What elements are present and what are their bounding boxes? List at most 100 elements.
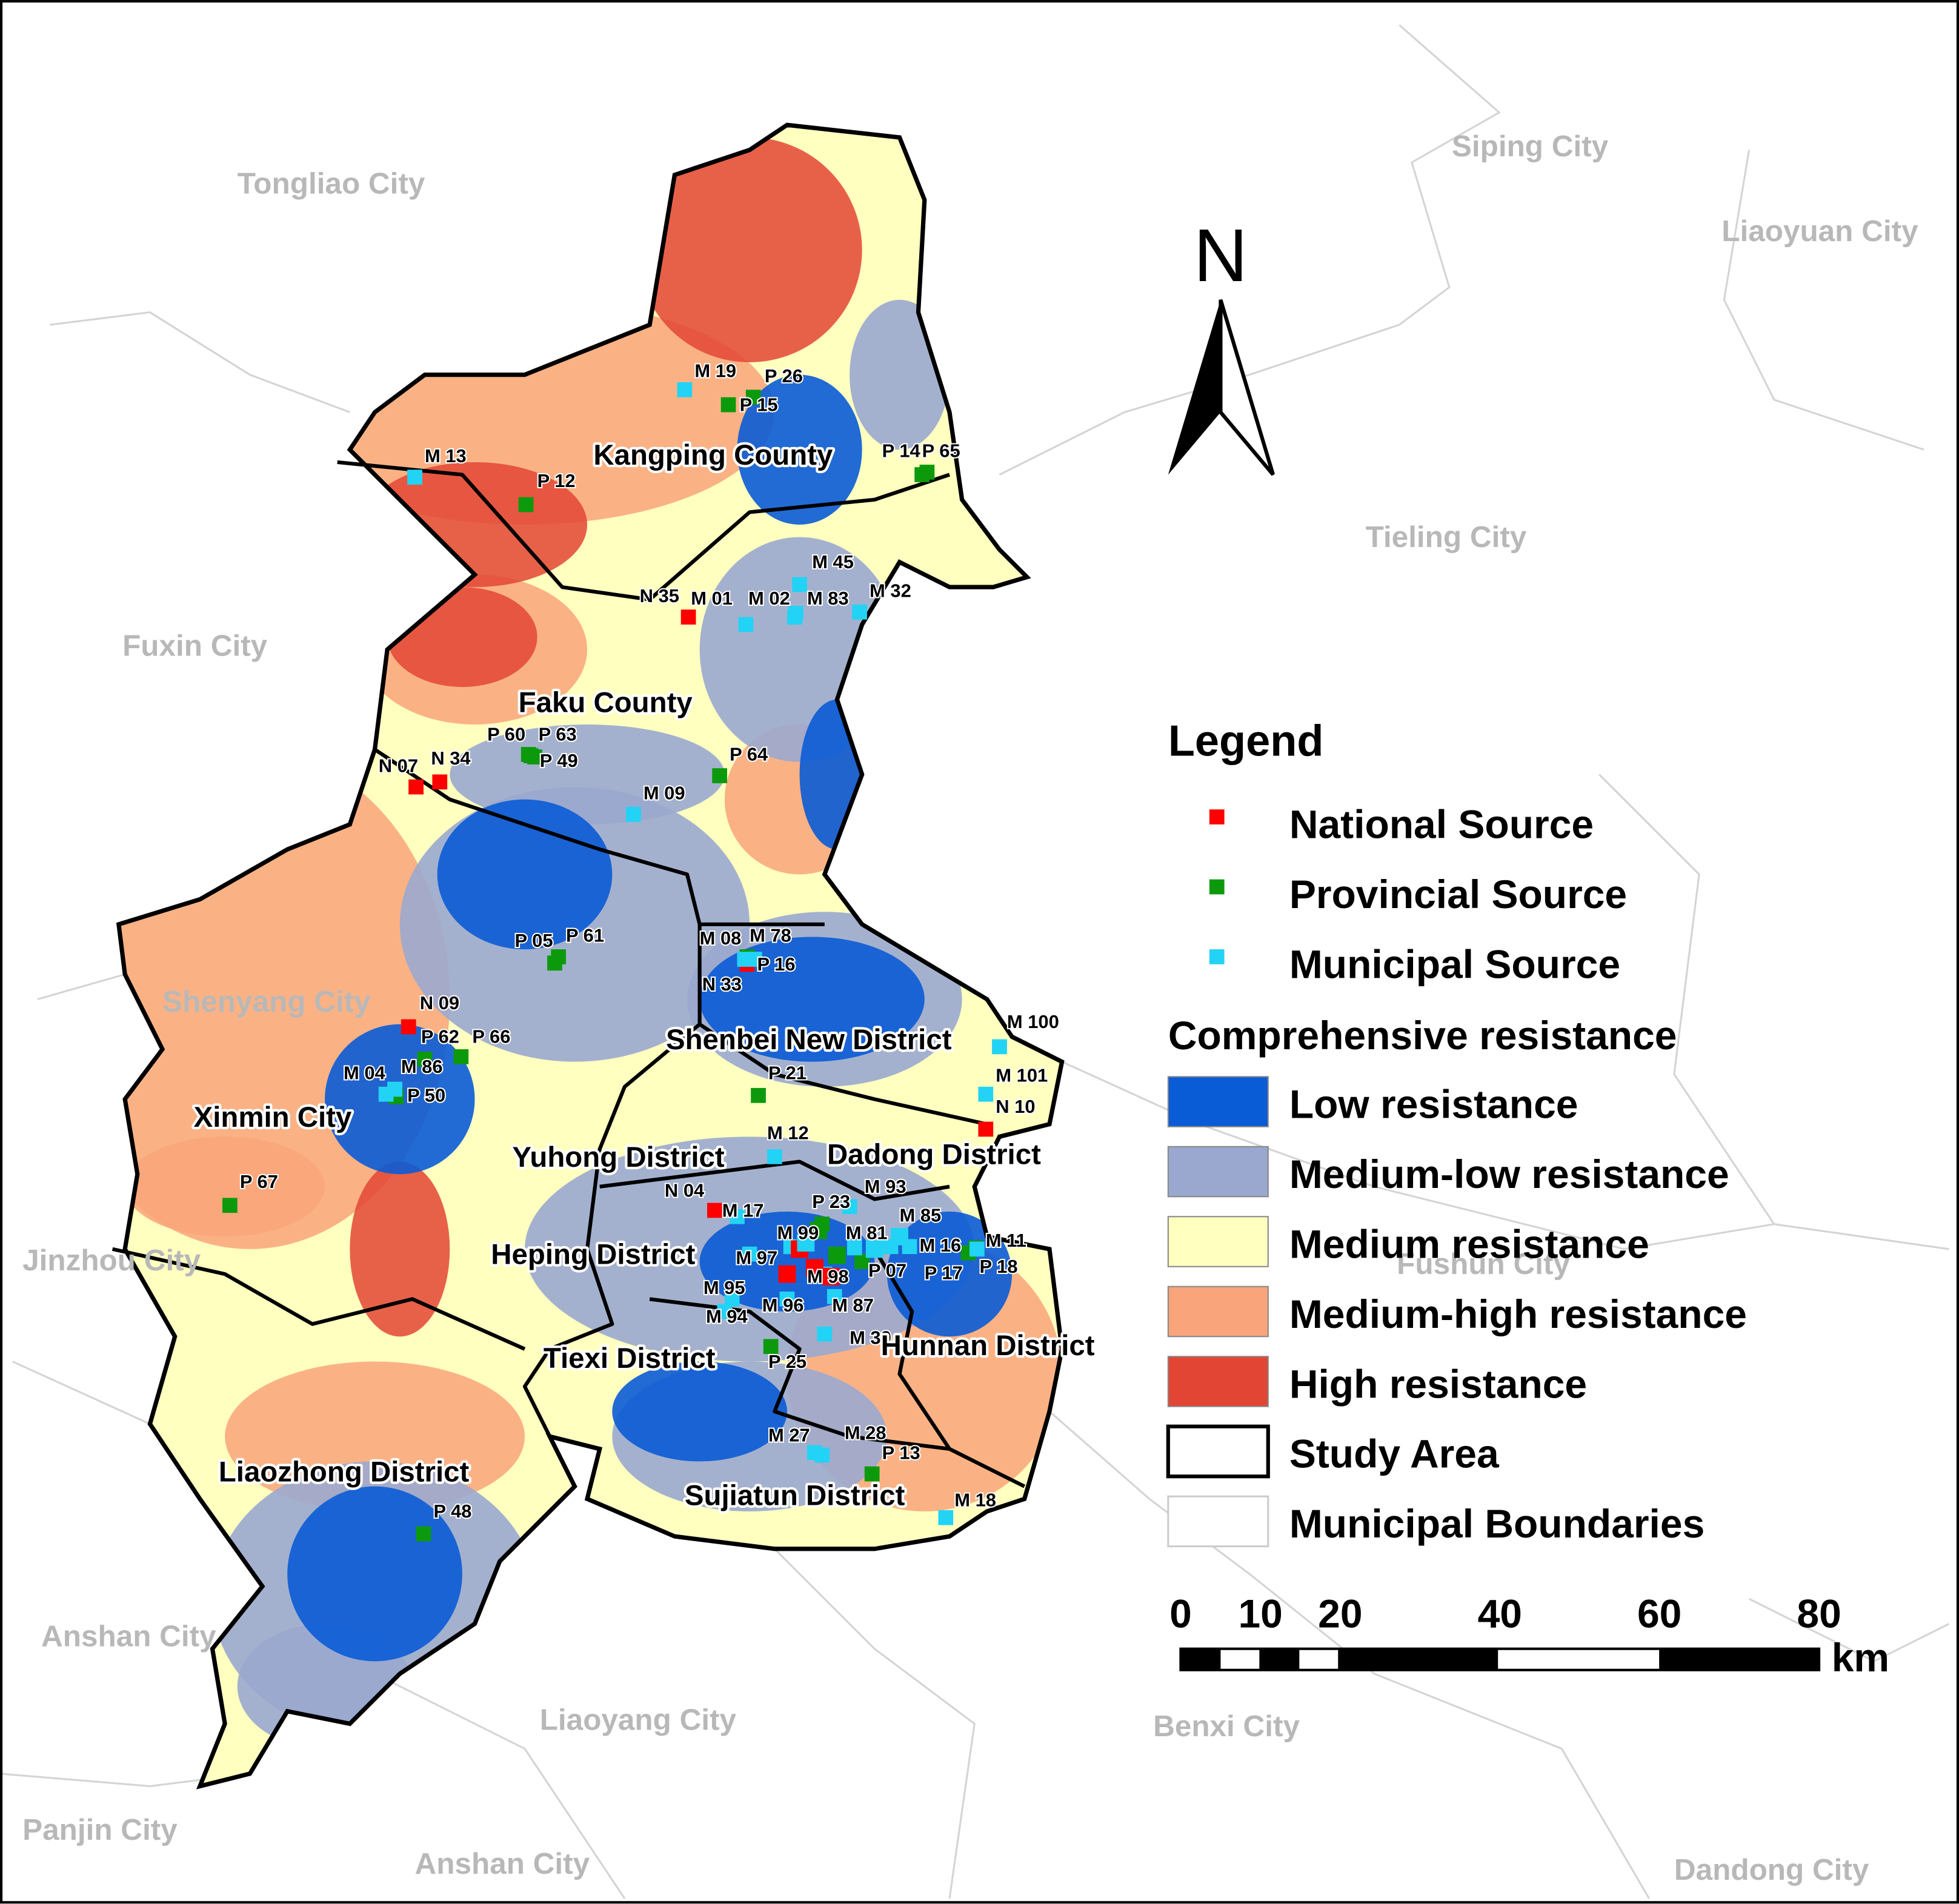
source-label: M 02 <box>748 588 790 609</box>
district-label: Yuhong District <box>512 1141 725 1173</box>
legend-label: National Source <box>1289 802 1594 847</box>
source-label: P 63 <box>539 724 577 745</box>
source-label: P 50 <box>407 1085 445 1106</box>
legend-label: Provincial Source <box>1289 872 1627 917</box>
neighbor-city-label: Anshan City <box>415 1847 590 1880</box>
neighbor-city-label: Liaoyang City <box>540 1703 737 1737</box>
neighbor-city-label: Anshan City <box>41 1620 216 1653</box>
source-marker <box>707 1202 722 1218</box>
district-label: Xinmin City <box>194 1101 352 1133</box>
source-marker <box>742 1246 757 1262</box>
source-marker <box>551 949 567 964</box>
neighbor-city-label: Shenyang City <box>162 985 371 1018</box>
source-marker <box>720 397 736 413</box>
district-label: Sujiatun District <box>685 1480 905 1512</box>
source-label: P 26 <box>765 365 803 386</box>
district-label: Shenbei New District <box>666 1024 952 1056</box>
source-marker <box>788 606 803 621</box>
source-label: N 09 <box>420 992 459 1013</box>
source-label: N 07 <box>379 755 418 776</box>
legend-title: Legend <box>1168 717 1324 765</box>
source-label: M 101 <box>996 1065 1048 1086</box>
source-label: P 61 <box>566 925 604 946</box>
source-label: M 97 <box>736 1247 777 1269</box>
source-label: P 48 <box>433 1501 471 1522</box>
legend-label: Study Area <box>1289 1431 1500 1476</box>
source-marker <box>677 382 693 397</box>
source-marker <box>408 779 424 795</box>
source-marker <box>978 1121 994 1137</box>
source-marker <box>717 1304 733 1319</box>
source-marker <box>518 497 534 512</box>
low-zone <box>699 1212 875 1312</box>
scale-label: 40 <box>1478 1591 1522 1636</box>
source-marker <box>814 1447 830 1463</box>
source-label: P 18 <box>980 1256 1018 1277</box>
district-label: Kangping County <box>593 439 833 471</box>
legend-label: Municipal Source <box>1289 941 1620 986</box>
source-label: N 10 <box>996 1096 1035 1117</box>
source-label: M 16 <box>920 1235 962 1256</box>
source-marker <box>805 1259 823 1277</box>
legend-swatch <box>1167 1076 1269 1127</box>
legend-swatch <box>1167 1285 1269 1338</box>
source-marker <box>822 1267 840 1285</box>
low-zone <box>699 937 925 1062</box>
source-label: M 45 <box>812 551 854 572</box>
scale-label: 60 <box>1637 1591 1681 1636</box>
north-arrow: N <box>1168 214 1275 476</box>
source-label: M 93 <box>865 1176 906 1197</box>
neighbor-city-label: Fuxin City <box>122 629 268 663</box>
source-marker <box>680 609 696 625</box>
source-marker <box>523 748 539 763</box>
source-marker <box>763 1339 779 1355</box>
legend-marker <box>1209 809 1225 824</box>
neighbor-city-label: Liaoyuan City <box>1721 214 1918 248</box>
source-label: P 67 <box>240 1171 278 1192</box>
source-marker <box>407 469 422 485</box>
source-label: N 04 <box>665 1179 705 1201</box>
source-marker <box>751 1087 766 1103</box>
source-label: M 09 <box>644 783 685 804</box>
source-label: P 05 <box>514 930 553 951</box>
source-label: M 95 <box>703 1277 745 1298</box>
high-zone <box>350 1161 450 1337</box>
source-marker <box>778 1265 796 1283</box>
source-label: M 12 <box>767 1122 809 1143</box>
scale-label: 0 <box>1169 1591 1192 1636</box>
source-marker <box>730 1209 745 1224</box>
source-marker <box>978 1086 994 1102</box>
source-marker <box>817 1326 833 1342</box>
source-marker <box>779 1292 795 1307</box>
scale-label: 80 <box>1797 1591 1841 1636</box>
scale-unit: km <box>1832 1635 1889 1680</box>
legend: Legend National Source Provincial Source Mu… <box>1166 717 1747 1548</box>
legend-marker <box>1209 879 1225 895</box>
source-label: M 19 <box>694 360 736 382</box>
legend-swatch <box>1167 1356 1269 1407</box>
source-label: P 64 <box>730 744 768 765</box>
source-label: P 65 <box>922 440 960 462</box>
legend-label: High resistance <box>1289 1361 1587 1406</box>
source-label: N 33 <box>702 974 742 995</box>
source-label: M 27 <box>768 1424 810 1445</box>
source-label: M 13 <box>425 445 467 466</box>
source-marker <box>852 604 867 620</box>
source-label: M 81 <box>846 1222 888 1243</box>
scale-label: 20 <box>1318 1591 1362 1636</box>
legend-label: Medium-high resistance <box>1289 1292 1747 1336</box>
source-label: P 62 <box>421 1026 459 1047</box>
legend-label: Medium-low resistance <box>1289 1152 1729 1196</box>
scale-label: 10 <box>1238 1591 1282 1636</box>
district-label: Dadong District <box>827 1139 1041 1171</box>
source-label: P 16 <box>757 954 795 975</box>
source-marker <box>401 1019 416 1035</box>
source-label: P 23 <box>812 1191 850 1212</box>
source-marker <box>992 1039 1007 1055</box>
source-marker <box>453 1049 469 1064</box>
source-marker <box>797 1234 815 1252</box>
source-marker <box>828 1246 846 1264</box>
medium-high-zone <box>125 1136 325 1237</box>
low-zone <box>612 1361 787 1462</box>
source-marker <box>919 465 935 480</box>
